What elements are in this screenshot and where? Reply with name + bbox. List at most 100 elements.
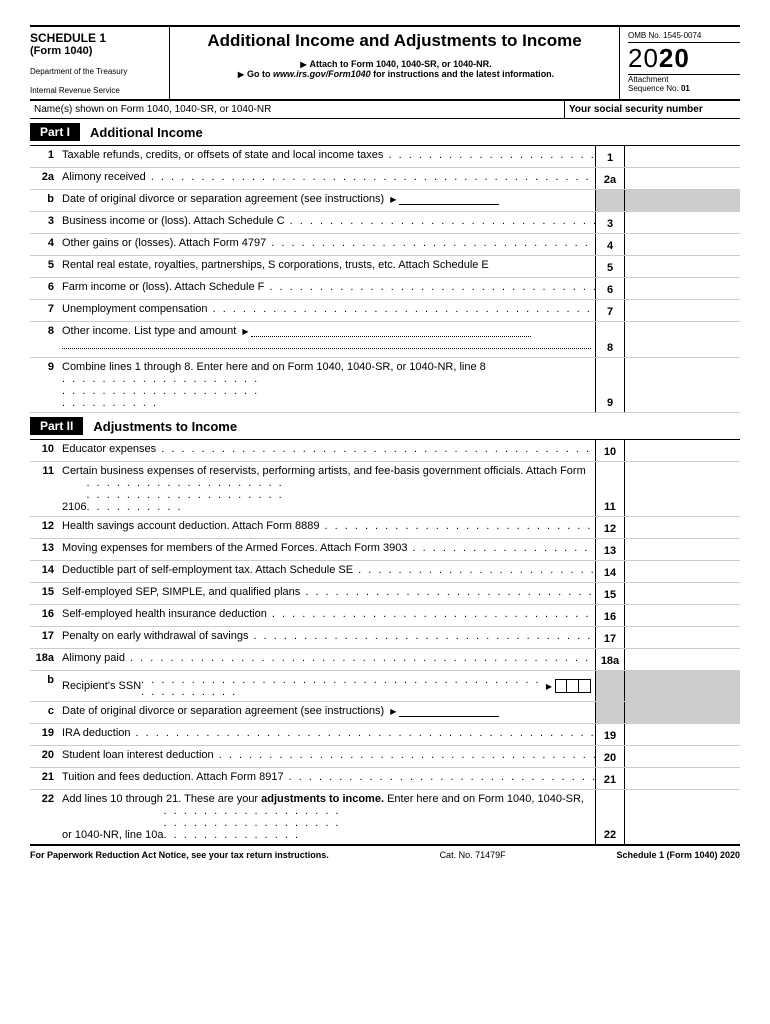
amount-field[interactable]	[625, 278, 740, 299]
amount-field[interactable]	[625, 462, 740, 516]
amount-field[interactable]	[625, 790, 740, 844]
amount-field[interactable]	[625, 146, 740, 167]
amount-field[interactable]	[625, 517, 740, 538]
line-box-number: 12	[595, 517, 625, 538]
header-left: SCHEDULE 1 (Form 1040) Department of the…	[30, 27, 170, 99]
line-box-number: 8	[595, 322, 625, 357]
line-text: Deductible part of self-employment tax. …	[60, 561, 595, 582]
form-line: 5Rental real estate, royalties, partners…	[30, 256, 740, 278]
line-text: Other gains or (losses). Attach Form 479…	[60, 234, 595, 255]
line-text: Date of original divorce or separation a…	[60, 190, 595, 211]
form-line: 11Certain business expenses of reservist…	[30, 462, 740, 517]
other-income-input-2[interactable]	[62, 337, 591, 349]
name-field-label[interactable]: Name(s) shown on Form 1040, 1040-SR, or …	[30, 101, 565, 118]
form-subtitle2: Go to www.irs.gov/Form1040 for instructi…	[178, 69, 611, 79]
form-line: 21Tuition and fees deduction. Attach For…	[30, 768, 740, 790]
line-text: Self-employed SEP, SIMPLE, and qualified…	[60, 583, 595, 604]
part1-lines: 1Taxable refunds, credits, or offsets of…	[30, 146, 740, 413]
line-box-number: 19	[595, 724, 625, 745]
line-box-number: 1	[595, 146, 625, 167]
form-line: 9Combine lines 1 through 8. Enter here a…	[30, 358, 740, 413]
line-box-number: 9	[595, 358, 625, 412]
form-subtitle1: Attach to Form 1040, 1040-SR, or 1040-NR…	[178, 59, 611, 69]
line-box-number: 22	[595, 790, 625, 844]
line-number: 4	[30, 234, 60, 255]
line-number: 5	[30, 256, 60, 277]
line-number: 1	[30, 146, 60, 167]
form-line: 15Self-employed SEP, SIMPLE, and qualifi…	[30, 583, 740, 605]
other-income-input[interactable]	[251, 325, 531, 337]
part1-tab: Part I	[30, 123, 80, 141]
amount-field[interactable]	[625, 234, 740, 255]
shaded-box	[595, 702, 625, 723]
sub2-suffix: for instructions and the latest informat…	[371, 69, 555, 79]
amount-field[interactable]	[625, 358, 740, 412]
amount-field[interactable]	[625, 440, 740, 461]
line-number: 13	[30, 539, 60, 560]
footer-right-text: Schedule 1 (Form 1040) 2020	[616, 850, 740, 860]
line-number: 2a	[30, 168, 60, 189]
amount-field[interactable]	[625, 561, 740, 582]
amount-field[interactable]	[625, 605, 740, 626]
amount-field[interactable]	[625, 746, 740, 767]
part2-lines: 10Educator expenses1011Certain business …	[30, 440, 740, 845]
amount-field[interactable]	[625, 212, 740, 233]
ssn-input[interactable]	[555, 679, 591, 693]
part2-title: Adjustments to Income	[93, 419, 237, 434]
amount-field[interactable]	[625, 649, 740, 670]
shaded-amount	[625, 702, 740, 723]
line-box-number: 16	[595, 605, 625, 626]
line-number: 20	[30, 746, 60, 767]
part2-header: Part II Adjustments to Income	[30, 413, 740, 440]
dept-line1: Department of the Treasury	[30, 67, 163, 76]
form-line: 17Penalty on early withdrawal of savings…	[30, 627, 740, 649]
form-header: SCHEDULE 1 (Form 1040) Department of the…	[30, 25, 740, 101]
line-box-number: 15	[595, 583, 625, 604]
amount-field[interactable]	[625, 256, 740, 277]
amount-field[interactable]	[625, 300, 740, 321]
date-input[interactable]	[399, 705, 499, 717]
line-number: 15	[30, 583, 60, 604]
line-text: Recipient's SSN	[60, 671, 595, 701]
form-line: 18aAlimony paid18a	[30, 649, 740, 671]
line-box-number: 13	[595, 539, 625, 560]
date-input[interactable]	[399, 193, 499, 205]
line-box-number: 6	[595, 278, 625, 299]
line-text: Certain business expenses of reservists,…	[60, 462, 595, 516]
amount-field[interactable]	[625, 539, 740, 560]
line-number: 18a	[30, 649, 60, 670]
tax-year: 2020	[628, 43, 740, 74]
line-text: Unemployment compensation	[60, 300, 595, 321]
amount-field[interactable]	[625, 724, 740, 745]
form-label: (Form 1040)	[30, 45, 163, 57]
form-line: 13Moving expenses for members of the Arm…	[30, 539, 740, 561]
amount-field[interactable]	[625, 768, 740, 789]
form-line: 10Educator expenses10	[30, 440, 740, 462]
form-line: 14Deductible part of self-employment tax…	[30, 561, 740, 583]
line-box-number: 7	[595, 300, 625, 321]
form-line: 4Other gains or (losses). Attach Form 47…	[30, 234, 740, 256]
line-box-number: 17	[595, 627, 625, 648]
amount-field[interactable]	[625, 627, 740, 648]
omb-number: OMB No. 1545-0074	[628, 31, 740, 43]
shaded-amount	[625, 671, 740, 701]
form-line: 3Business income or (loss). Attach Sched…	[30, 212, 740, 234]
form-line: 16Self-employed health insurance deducti…	[30, 605, 740, 627]
form-title: Additional Income and Adjustments to Inc…	[178, 31, 611, 51]
sub1-text: Attach to Form 1040, 1040-SR, or 1040-NR…	[310, 59, 492, 69]
header-center: Additional Income and Adjustments to Inc…	[170, 27, 620, 99]
amount-field[interactable]	[625, 168, 740, 189]
amount-field[interactable]	[625, 322, 740, 357]
sub2-prefix: Go to	[247, 69, 273, 79]
ssn-field-label[interactable]: Your social security number	[565, 101, 740, 118]
amount-field[interactable]	[625, 583, 740, 604]
line-number: 8	[30, 322, 60, 357]
form-line: 1Taxable refunds, credits, or offsets of…	[30, 146, 740, 168]
line-number: 16	[30, 605, 60, 626]
form-line: 8Other income. List type and amount 8	[30, 322, 740, 358]
line-text: Other income. List type and amount	[60, 322, 595, 357]
line-number: 10	[30, 440, 60, 461]
line-number: 7	[30, 300, 60, 321]
attach-label2: Sequence No.	[628, 84, 681, 93]
line-number: 19	[30, 724, 60, 745]
